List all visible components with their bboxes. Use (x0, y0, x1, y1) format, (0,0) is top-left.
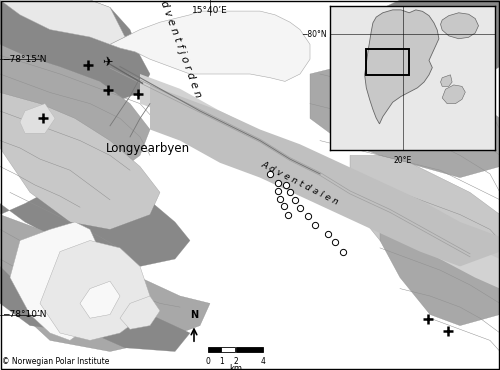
Polygon shape (0, 92, 160, 229)
Polygon shape (120, 296, 160, 329)
Text: 4: 4 (261, 357, 266, 366)
Polygon shape (0, 266, 190, 352)
Polygon shape (0, 0, 125, 44)
Text: 20°E: 20°E (394, 156, 411, 165)
Polygon shape (442, 85, 466, 104)
Text: N: N (190, 310, 198, 320)
Bar (236, 347, 264, 352)
Polygon shape (364, 10, 439, 124)
Bar (222, 347, 235, 352)
Polygon shape (150, 85, 500, 266)
Bar (366, 49, 409, 75)
Polygon shape (330, 0, 500, 118)
Text: A d v e n t f j o r d e n: A d v e n t f j o r d e n (156, 0, 204, 99)
Polygon shape (440, 13, 478, 39)
Polygon shape (20, 104, 55, 133)
Polygon shape (40, 240, 150, 340)
Text: −80°N: −80°N (301, 30, 326, 39)
Text: © Norwegian Polar Institute: © Norwegian Polar Institute (2, 357, 110, 366)
Polygon shape (110, 11, 310, 81)
Bar (208, 347, 222, 352)
Polygon shape (10, 222, 110, 340)
Text: A d v e n t d a l e n: A d v e n t d a l e n (260, 160, 340, 206)
Polygon shape (440, 75, 452, 86)
Polygon shape (80, 281, 120, 318)
Text: 15°40’E: 15°40’E (192, 6, 228, 14)
Text: ✈: ✈ (102, 56, 113, 70)
Text: 1: 1 (219, 357, 224, 366)
Polygon shape (140, 74, 500, 289)
Polygon shape (350, 155, 500, 278)
Text: km: km (229, 364, 242, 370)
Polygon shape (310, 67, 500, 178)
Polygon shape (0, 215, 210, 352)
Text: −78°15’N: −78°15’N (2, 55, 47, 64)
Text: Longyearbyen: Longyearbyen (106, 142, 190, 155)
Text: 0: 0 (205, 357, 210, 366)
Polygon shape (0, 0, 150, 104)
Text: −78°10’N: −78°10’N (2, 310, 47, 319)
Polygon shape (0, 178, 190, 266)
Polygon shape (380, 200, 500, 326)
Polygon shape (0, 44, 150, 185)
Text: 2: 2 (233, 357, 238, 366)
